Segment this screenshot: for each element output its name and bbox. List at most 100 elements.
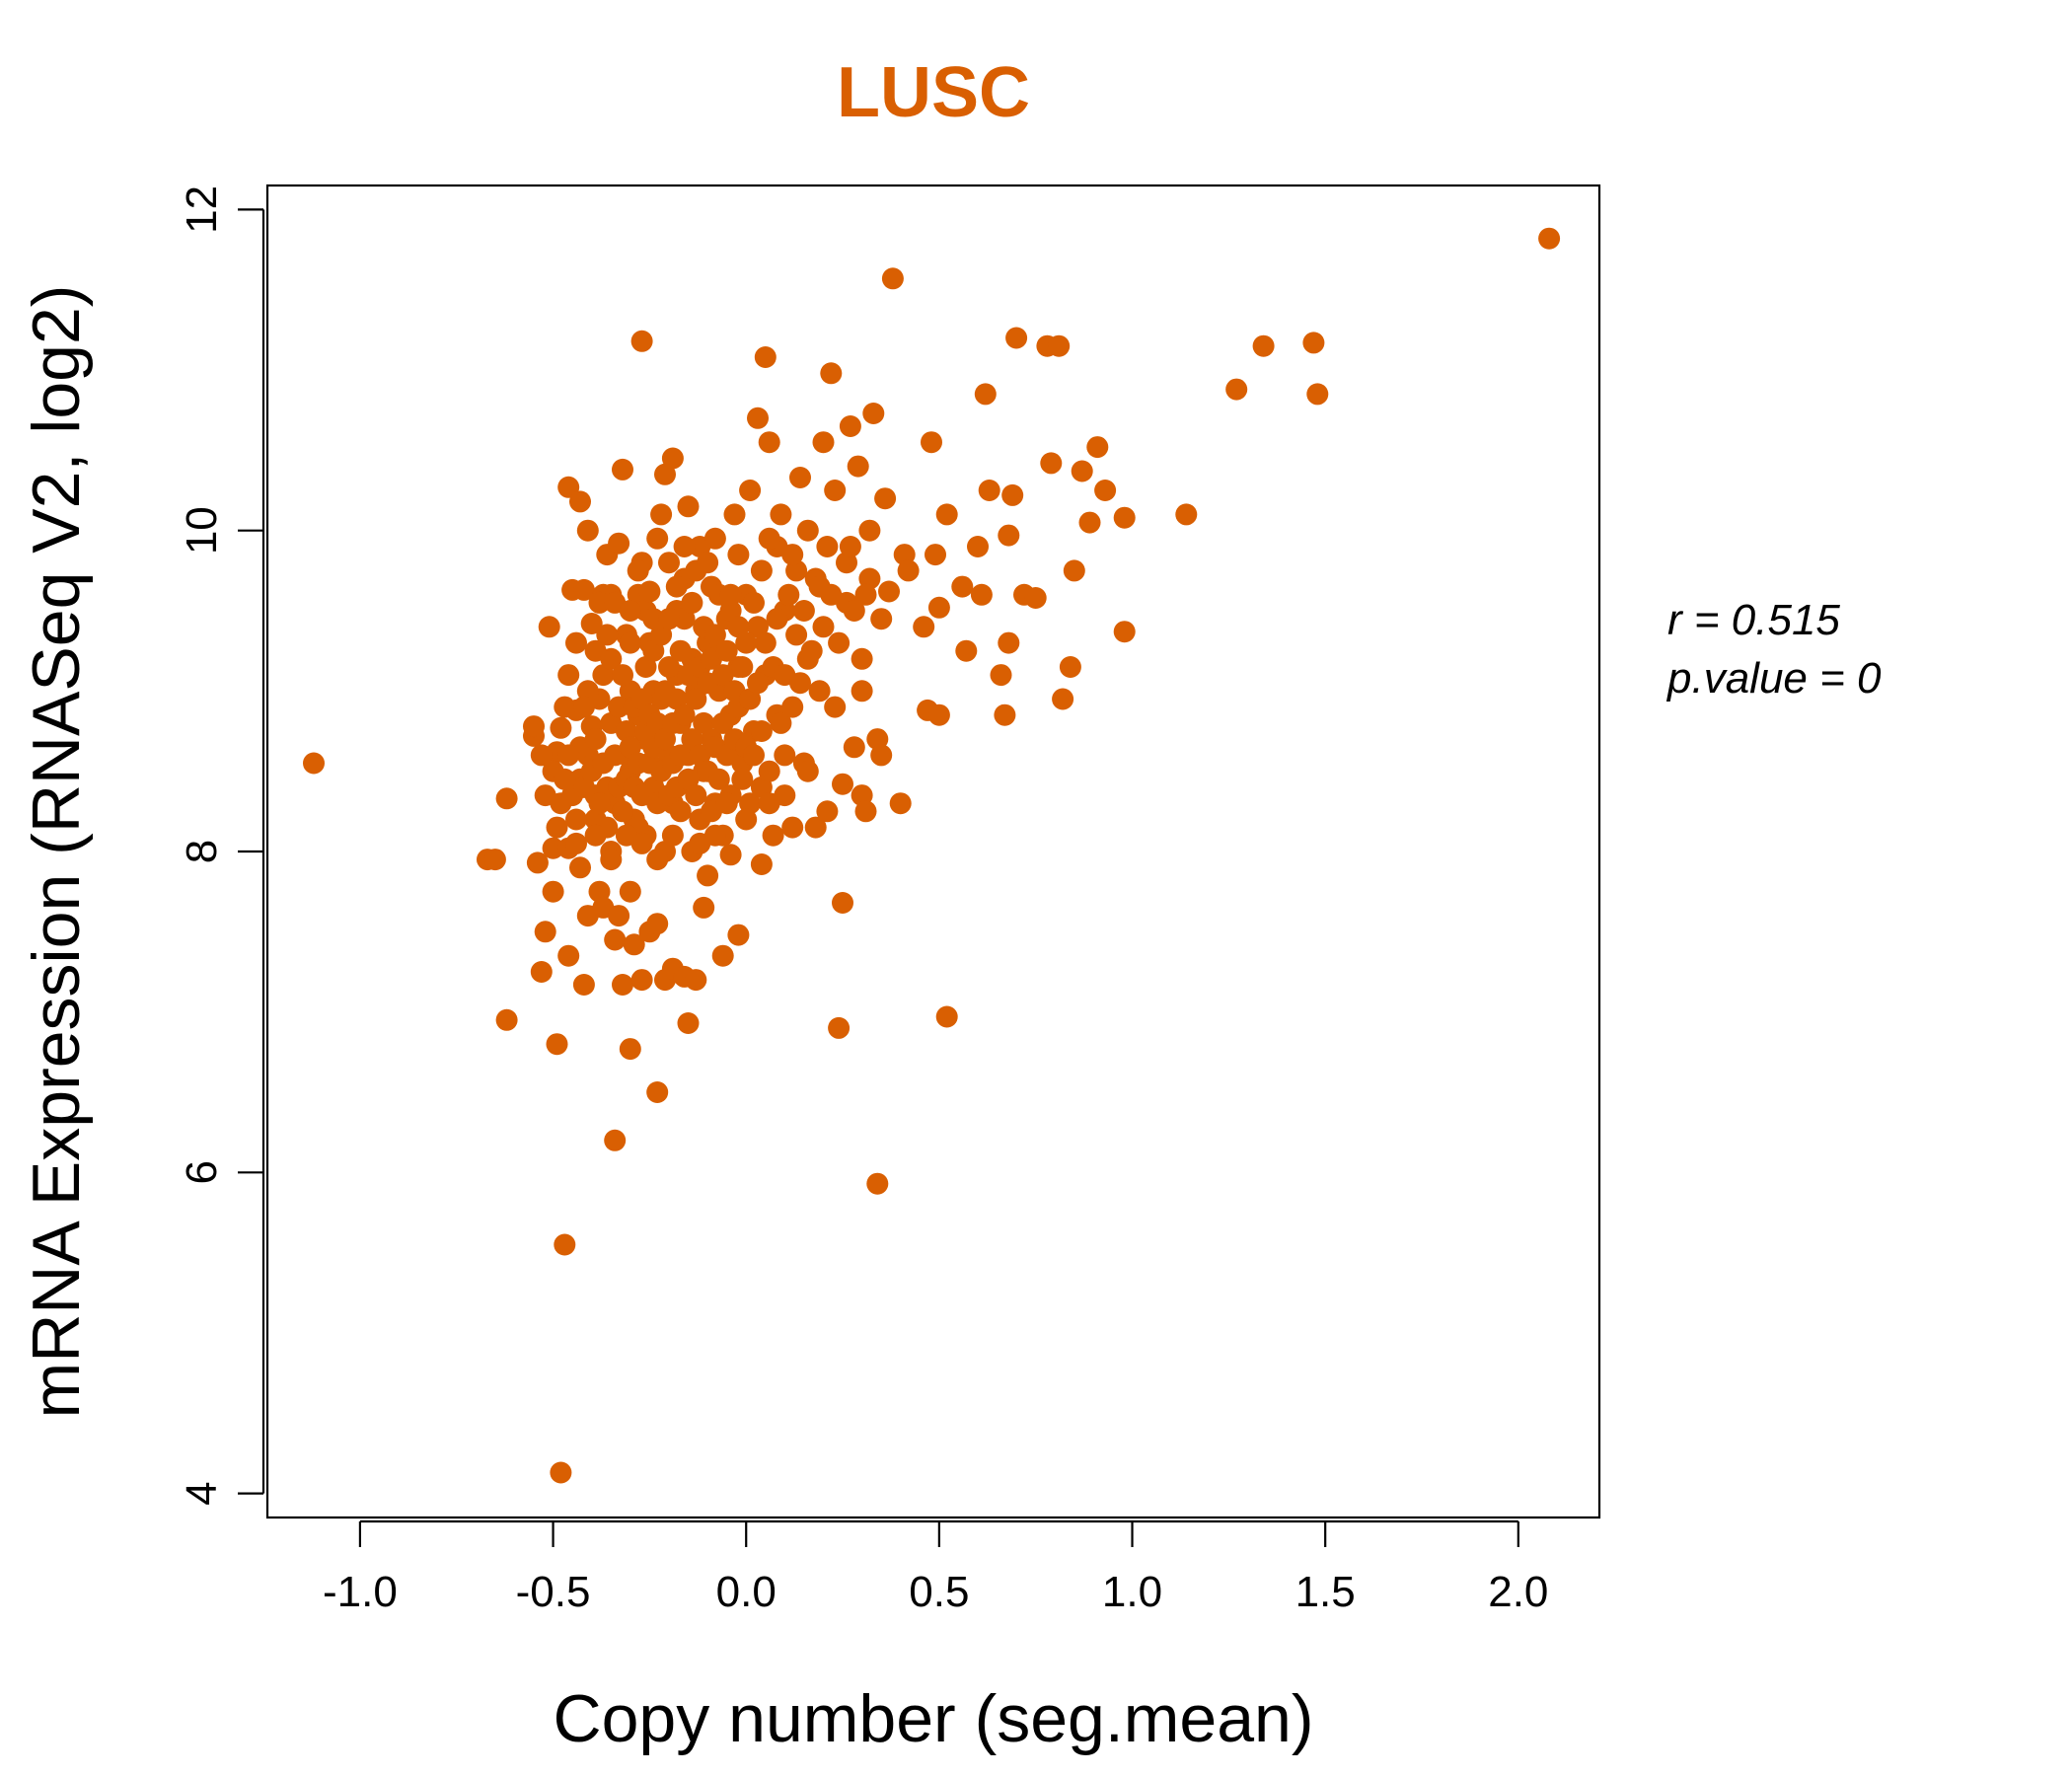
data-point [789, 467, 811, 488]
data-point [839, 415, 861, 437]
data-point [747, 407, 769, 429]
y-tick-label: 8 [178, 840, 226, 863]
data-point [758, 792, 780, 815]
data-point [935, 503, 958, 526]
data-point [677, 495, 700, 518]
data-point [994, 703, 1016, 726]
data-point [754, 631, 777, 654]
data-point [608, 696, 630, 718]
data-point [557, 476, 580, 498]
data-point [711, 944, 734, 967]
data-point [612, 664, 633, 687]
data-point [812, 431, 835, 454]
y-tick-label: 4 [178, 1481, 226, 1505]
data-point [554, 768, 576, 790]
data-point [824, 696, 847, 718]
data-point [681, 728, 703, 751]
data-point [796, 760, 819, 782]
chart-title: LUSC [837, 53, 1030, 132]
data-point [634, 656, 657, 678]
data-point [1252, 334, 1275, 357]
data-point [967, 536, 989, 557]
data-point [758, 431, 780, 454]
data-point [1052, 688, 1074, 710]
data-point [731, 656, 754, 678]
data-point [576, 519, 599, 542]
data-point [588, 792, 611, 815]
data-point [592, 664, 615, 687]
x-axis-label: Copy number (seg.mean) [553, 1681, 1313, 1756]
data-point [727, 924, 750, 946]
x-tick-label: 0.5 [909, 1568, 969, 1616]
data-point [612, 458, 633, 481]
data-point [661, 824, 684, 847]
data-point [546, 816, 568, 839]
data-point [546, 1033, 568, 1056]
data-point [715, 792, 738, 815]
data-point [735, 808, 758, 831]
data-point [673, 608, 696, 630]
data-point [530, 961, 553, 983]
data-point [673, 703, 696, 726]
data-point [596, 624, 619, 646]
data-point [889, 792, 912, 815]
data-point [661, 447, 684, 470]
y-axis: 4 6 8 10 12 [178, 185, 265, 1506]
data-point [630, 969, 653, 992]
data-point [584, 824, 607, 847]
data-point [750, 853, 773, 875]
data-point [723, 503, 746, 526]
data-point [870, 608, 893, 630]
data-point [638, 580, 661, 603]
data-point [870, 744, 893, 767]
data-point [650, 503, 673, 526]
data-point [970, 583, 993, 606]
data-point [612, 974, 633, 996]
data-point [739, 480, 762, 501]
data-point [572, 974, 595, 996]
data-point [758, 760, 780, 782]
data-point [866, 1172, 889, 1195]
data-point [697, 552, 719, 574]
data-point [619, 880, 641, 903]
data-point [1302, 332, 1325, 354]
data-point [800, 639, 823, 662]
y-tick-label: 6 [178, 1160, 226, 1184]
data-point [808, 680, 831, 703]
data-point [808, 575, 831, 598]
data-point [557, 744, 580, 767]
data-point [542, 880, 564, 903]
data-point [843, 736, 865, 759]
plot-frame [265, 184, 1601, 1519]
x-tick-label: -0.5 [516, 1568, 591, 1616]
data-point [1071, 460, 1093, 482]
data-point [523, 715, 545, 738]
data-point [820, 362, 843, 385]
data-point [604, 1129, 627, 1151]
data-point [1113, 506, 1136, 529]
data-point [697, 864, 719, 887]
data-point [654, 463, 676, 485]
data-point [630, 832, 653, 854]
data-point [1059, 656, 1081, 678]
data-point [774, 744, 796, 767]
data-point [584, 728, 607, 751]
x-tick-label: -1.0 [323, 1568, 398, 1616]
data-point [1024, 587, 1047, 609]
data-point [608, 905, 630, 927]
data-point [665, 575, 688, 598]
data-point [483, 849, 506, 871]
data-point [693, 896, 715, 919]
data-point [731, 768, 754, 790]
data-point [604, 928, 627, 951]
data-point [847, 455, 869, 478]
data-point [1306, 383, 1329, 406]
data-point [1005, 327, 1028, 349]
data-point [735, 631, 758, 654]
data-point [572, 696, 595, 718]
data-point [719, 844, 742, 866]
data-point [623, 933, 645, 956]
data-point [1078, 511, 1101, 534]
y-tick-label: 12 [178, 185, 226, 234]
data-point [804, 816, 827, 839]
